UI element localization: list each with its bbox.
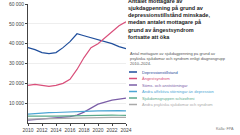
- svg-text:Antal mottagare av sjukdagpenn: Antal mottagare av sjukdagpenning på gru…: [130, 51, 226, 66]
- svg-text:Söms- och ånststörningar: Söms- och ånststörningar: [142, 83, 188, 88]
- svg-text:Depressionstillstånd: Depressionstillstånd: [142, 70, 178, 75]
- svg-text:60 000: 60 000: [9, 1, 24, 7]
- svg-text:30 000: 30 000: [9, 60, 24, 66]
- svg-text:20 000: 20 000: [9, 80, 24, 86]
- svg-text:2014: 2014: [50, 127, 61, 133]
- svg-text:2022: 2022: [106, 127, 117, 133]
- svg-text:Ångestsyndrom: Ångestsyndrom: [142, 76, 170, 81]
- svg-text:Andra affektiva störningar än: Andra affektiva störningar än depression: [142, 89, 214, 94]
- svg-text:40 000: 40 000: [9, 40, 24, 46]
- svg-text:2010: 2010: [22, 127, 33, 133]
- svg-text:2018: 2018: [78, 127, 89, 133]
- svg-text:2024: 2024: [120, 127, 131, 133]
- svg-text:Antalet mottagare avsjukdagpen: Antalet mottagare avsjukdagpenning på gr…: [128, 0, 210, 40]
- svg-text:Andra psykiska sjukdomar och s: Andra psykiska sjukdomar och syndrom: [142, 102, 213, 107]
- svg-text:10 000: 10 000: [9, 100, 24, 106]
- svg-text:Källa: FPA: Källa: FPA: [216, 127, 234, 131]
- svg-text:2012: 2012: [36, 127, 47, 133]
- svg-text:2016: 2016: [64, 127, 75, 133]
- svg-text:50 000: 50 000: [9, 21, 24, 27]
- svg-text:Sjukdomsgruppen schizofreni: Sjukdomsgruppen schizofreni: [142, 96, 195, 101]
- svg-text:2020: 2020: [92, 127, 103, 133]
